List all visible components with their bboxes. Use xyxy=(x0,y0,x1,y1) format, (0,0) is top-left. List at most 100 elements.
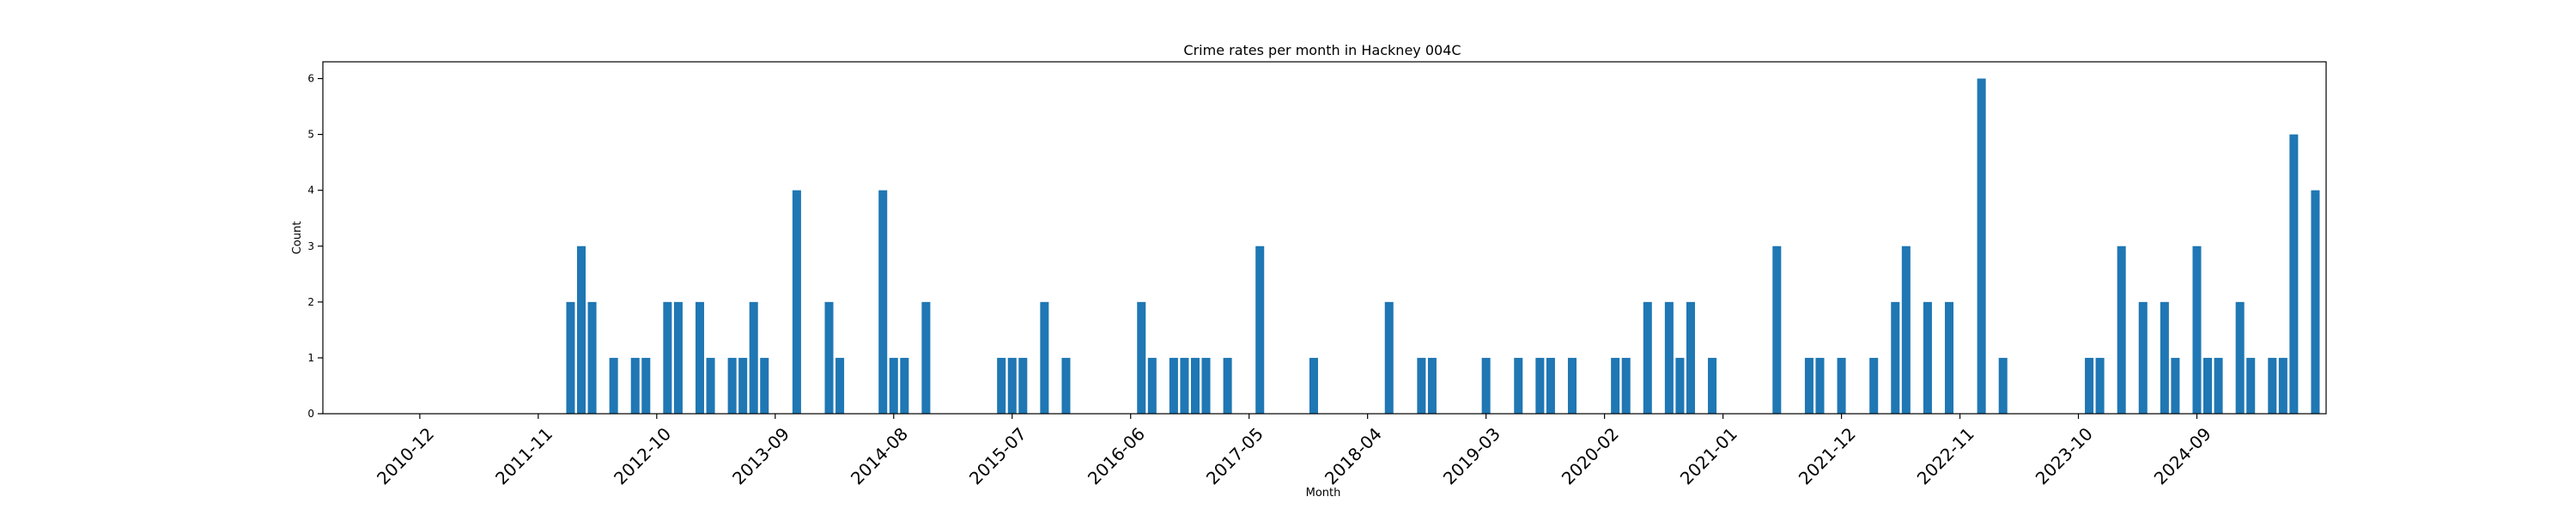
y-axis-label: Count xyxy=(291,221,304,255)
bar-2022-05 xyxy=(1891,301,1900,414)
bar-2021-10 xyxy=(1815,357,1825,414)
bar-2016-12 xyxy=(1190,357,1200,414)
y-axis: 0 1 2 3 4 5 6 xyxy=(307,73,323,420)
x-tick-label-2021-01: 2021-01 xyxy=(1676,423,1741,488)
bar-2022-08 xyxy=(1923,301,1932,414)
bar-2016-07 xyxy=(1137,301,1146,414)
x-tick-label-2010-12: 2010-12 xyxy=(373,423,438,488)
y-tick-label-1: 1 xyxy=(307,352,314,364)
bar-2025-06 xyxy=(2289,134,2299,414)
chart-title: Crime rates per month in Hackney 004C xyxy=(1183,42,1461,58)
bar-2024-04 xyxy=(2138,301,2148,414)
bar-2020-10 xyxy=(1686,301,1695,414)
bar-2020-08 xyxy=(1664,301,1674,414)
bar-2013-11 xyxy=(792,190,801,414)
bar-2013-07 xyxy=(749,301,758,414)
x-tick-label-2021-12: 2021-12 xyxy=(1795,423,1860,488)
x-axis: 2010-12 2011-11 2012-10 2013-09 2014-08 2015-… xyxy=(373,414,2215,488)
x-tick-label-2013-09: 2013-09 xyxy=(728,423,793,488)
x-axis-label: Month xyxy=(1306,487,1341,500)
bar-2016-10 xyxy=(1169,357,1178,414)
x-tick-label-2011-11: 2011-11 xyxy=(491,423,556,488)
plot-frame xyxy=(322,61,2327,415)
bar-2017-03 xyxy=(1223,357,1232,414)
y-tick-label-4: 4 xyxy=(307,185,314,197)
bar-2018-10 xyxy=(1427,357,1437,414)
bar-2025-01 xyxy=(2235,301,2245,414)
bar-2023-01 xyxy=(1977,78,1986,415)
bar-2023-03 xyxy=(1998,357,2008,414)
bar-2019-09 xyxy=(1546,357,1555,414)
bar-2013-08 xyxy=(760,357,769,414)
x-tick-label-2018-04: 2018-04 xyxy=(1321,423,1386,488)
bar-2022-03 xyxy=(1869,357,1879,414)
bars-group xyxy=(566,78,2320,415)
bar-2024-10 xyxy=(2203,357,2213,414)
bar-2023-11 xyxy=(2085,357,2094,414)
bar-2023-12 xyxy=(2095,357,2105,414)
bar-2015-08 xyxy=(1018,357,1028,414)
x-tick-label-2024-09: 2024-09 xyxy=(2150,423,2215,488)
bar-2016-11 xyxy=(1180,357,1189,414)
bar-2013-02 xyxy=(695,301,705,414)
bar-2013-06 xyxy=(738,357,748,414)
bar-2012-11 xyxy=(663,301,672,414)
bar-2021-12 xyxy=(1837,357,1846,414)
x-tick-label-2017-05: 2017-05 xyxy=(1202,423,1267,488)
x-tick-label-2020-02: 2020-02 xyxy=(1558,423,1623,488)
bar-2025-04 xyxy=(2268,357,2277,414)
bar-2012-08 xyxy=(630,357,640,414)
bar-2018-06 xyxy=(1384,301,1394,414)
bar-2024-06 xyxy=(2160,301,2169,414)
bar-2017-01 xyxy=(1201,357,1211,414)
bar-2014-09 xyxy=(900,357,909,414)
bar-2016-08 xyxy=(1147,357,1157,414)
y-tick-label-6: 6 xyxy=(307,73,314,85)
x-tick-label-2014-08: 2014-08 xyxy=(847,423,912,488)
bar-2019-11 xyxy=(1567,357,1577,414)
y-tick-label-0: 0 xyxy=(307,408,314,420)
bar-2020-04 xyxy=(1621,357,1631,414)
bar-2025-08 xyxy=(2311,190,2320,414)
bar-2012-03 xyxy=(577,245,586,414)
bar-2012-02 xyxy=(566,301,575,414)
bar-2015-12 xyxy=(1061,357,1071,414)
bar-2012-12 xyxy=(673,301,683,414)
bar-2017-06 xyxy=(1255,245,1265,414)
y-tick-label-5: 5 xyxy=(307,129,314,141)
bar-2019-08 xyxy=(1535,357,1545,414)
x-tick-label-2012-10: 2012-10 xyxy=(610,423,675,488)
bar-2014-02 xyxy=(824,301,834,414)
bar-2013-05 xyxy=(727,357,737,414)
bar-2014-08 xyxy=(889,357,898,414)
bar-2025-05 xyxy=(2278,357,2287,414)
bar-2019-03 xyxy=(1481,357,1491,414)
x-tick-label-2016-06: 2016-06 xyxy=(1084,423,1149,488)
bar-2020-06 xyxy=(1643,301,1652,414)
bar-2024-02 xyxy=(2117,245,2126,414)
x-tick-label-2019-03: 2019-03 xyxy=(1439,423,1504,488)
bar-2012-04 xyxy=(587,301,597,414)
x-tick-label-2015-07: 2015-07 xyxy=(965,423,1030,488)
bar-2024-09 xyxy=(2192,245,2202,414)
bar-2020-03 xyxy=(1611,357,1620,414)
bar-2017-11 xyxy=(1309,357,1318,414)
bar-2014-03 xyxy=(835,357,845,414)
bar-2015-10 xyxy=(1040,301,1049,414)
bar-2022-06 xyxy=(1901,245,1911,414)
bar-2025-02 xyxy=(2246,357,2256,414)
bar-2014-11 xyxy=(921,301,931,414)
bar-2020-12 xyxy=(1708,357,1717,414)
y-tick-label-2: 2 xyxy=(307,296,314,308)
y-tick-label-3: 3 xyxy=(307,240,314,252)
bar-2021-09 xyxy=(1804,357,1814,414)
bar-2015-07 xyxy=(1007,357,1017,414)
bar-2013-03 xyxy=(706,357,715,414)
bar-2024-07 xyxy=(2171,357,2180,414)
bar-2018-09 xyxy=(1417,357,1426,414)
bar-2014-07 xyxy=(878,190,888,414)
bar-2020-09 xyxy=(1675,357,1685,414)
bar-2022-10 xyxy=(1944,301,1954,414)
bar-2012-06 xyxy=(609,357,618,414)
